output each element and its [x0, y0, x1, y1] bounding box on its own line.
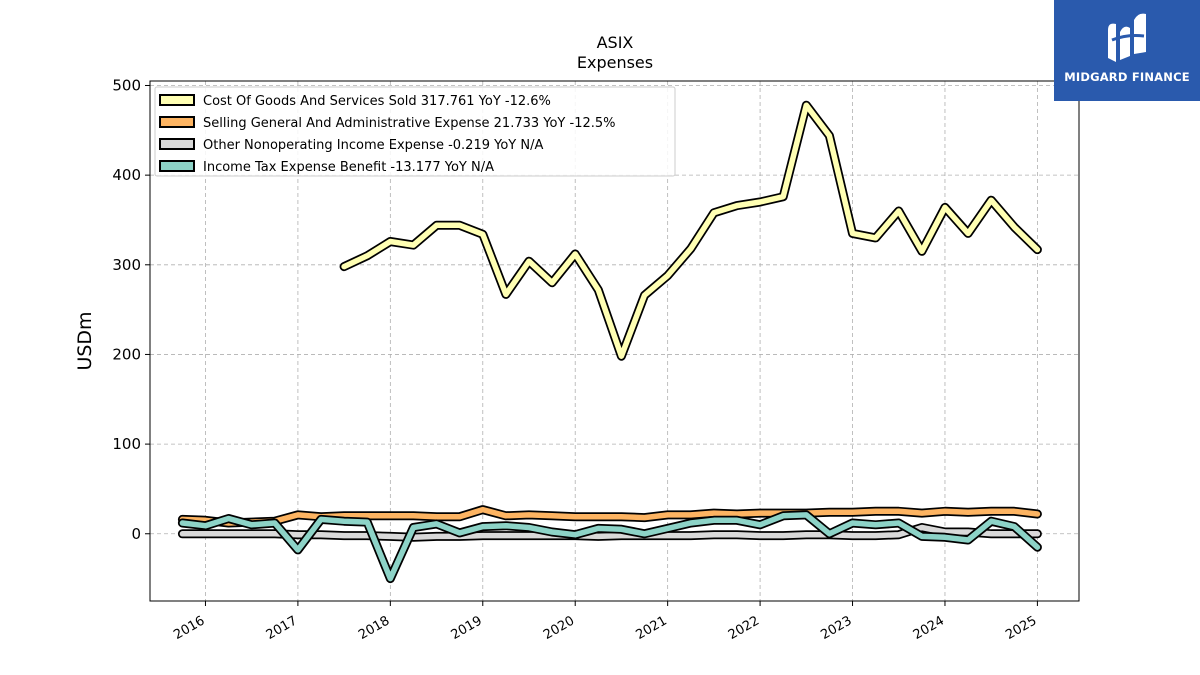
chart-subtitle: Expenses	[577, 53, 653, 72]
legend-entry-3: Income Tax Expense Benefit -13.177 YoY N…	[203, 160, 494, 175]
series-3-line	[179, 512, 1041, 582]
x-tick-label: 2025	[1003, 613, 1039, 643]
y-tick-label: 400	[112, 166, 141, 184]
x-tick-label: 2020	[541, 613, 577, 643]
legend-swatch-1	[159, 116, 195, 128]
legend-swatch-2	[159, 138, 195, 150]
legend-entry-0: Cost Of Goods And Services Sold 317.761 …	[203, 94, 551, 109]
x-tick-label: 2016	[171, 613, 207, 643]
logo-text: MIDGARD FINANCE	[1064, 70, 1190, 84]
series-2-line	[179, 524, 1041, 541]
x-tick-label: 2021	[633, 613, 669, 643]
y-tick-label: 500	[112, 76, 141, 94]
x-tick-label: 2024	[911, 613, 947, 643]
series-3-outline	[177, 510, 1042, 584]
y-axis-label: USDm	[74, 311, 96, 370]
x-tick-label: 2023	[818, 613, 854, 643]
x-tick-label: 2017	[264, 613, 300, 643]
y-tick-label: 300	[112, 256, 141, 274]
series-layer	[177, 100, 1042, 584]
legend-entry-1: Selling General And Administrative Expen…	[203, 116, 616, 131]
x-tick-label: 2018	[356, 613, 392, 643]
y-tick-label: 0	[131, 525, 141, 543]
legend-entry-2: Other Nonoperating Income Expense -0.219…	[203, 138, 543, 153]
y-tick-label: 200	[112, 345, 141, 363]
legend-swatch-0	[159, 94, 195, 106]
x-tick-label: 2019	[449, 613, 485, 643]
series-0-line	[341, 102, 1041, 359]
legend: Cost Of Goods And Services Sold 317.761 …	[154, 86, 676, 177]
legend-swatch-3	[159, 160, 195, 172]
plot-frame	[149, 80, 1080, 602]
logo-mark-icon	[1108, 13, 1146, 63]
legend-box	[154, 86, 676, 177]
y-tick-label: 100	[112, 435, 141, 453]
chart-title: ASIX	[597, 33, 634, 52]
x-tick-label: 2022	[726, 613, 762, 643]
brand-logo: MIDGARD FINANCE	[1054, 0, 1200, 101]
